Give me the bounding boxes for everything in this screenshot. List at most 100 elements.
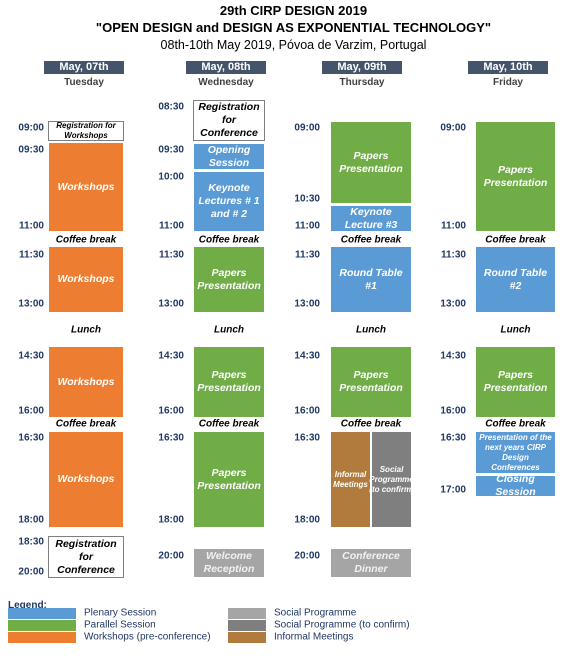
- legend-title: Legend:: [8, 600, 47, 611]
- dates: 08th-10th May 2019, Póvoa de Varzim, Por…: [160, 38, 427, 52]
- session: Papers Presentation: [475, 121, 556, 232]
- legend-swatch: [8, 620, 76, 631]
- break-label: Lunch: [214, 324, 244, 336]
- time-label: 11:30: [18, 249, 44, 261]
- day-weekday: Thursday: [339, 77, 385, 88]
- legend-swatch: [8, 608, 76, 619]
- day-date: May, 09th: [322, 61, 402, 74]
- break-label: Coffee break: [340, 418, 402, 430]
- subtitle: "OPEN DESIGN and DESIGN AS EXPONENTIAL T…: [95, 20, 492, 35]
- session: Opening Session: [193, 143, 265, 170]
- session: Workshops: [48, 142, 124, 232]
- time-label: 11:00: [18, 220, 44, 232]
- session: Papers Presentation: [193, 246, 265, 313]
- day-weekday: Friday: [492, 77, 523, 88]
- time-label: 18:00: [294, 514, 320, 526]
- time-label: 13:00: [440, 298, 466, 310]
- time-label: 16:00: [294, 405, 320, 417]
- break-label: Coffee break: [198, 234, 260, 246]
- break-label: Coffee break: [340, 234, 402, 246]
- time-label: 16:00: [158, 405, 184, 417]
- time-label: 16:00: [440, 405, 466, 417]
- time-label: 10:00: [158, 171, 184, 183]
- time-label: 11:30: [294, 249, 320, 261]
- time-label: 09:30: [158, 144, 184, 156]
- session: Workshops: [48, 431, 124, 528]
- time-label: 16:30: [18, 432, 44, 444]
- time-label: 13:00: [294, 298, 320, 310]
- time-label: 11:00: [158, 220, 184, 232]
- time-label: 16:30: [294, 432, 320, 444]
- time-label: 14:30: [158, 350, 184, 362]
- time-label: 14:30: [294, 350, 320, 362]
- time-label: 09:30: [18, 144, 44, 156]
- break-label: Lunch: [500, 324, 531, 336]
- time-label: 18:00: [158, 514, 184, 526]
- time-label: 18:00: [18, 514, 44, 526]
- time-label: 20:00: [158, 550, 184, 562]
- legend-label: Workshops (pre-conference): [84, 631, 211, 643]
- break-label: Lunch: [71, 324, 101, 336]
- session: Presentation of the next years CIRP Desi…: [475, 431, 556, 474]
- session: Welcome Reception: [193, 548, 265, 578]
- day-weekday: Tuesday: [64, 77, 104, 88]
- time-label: 18:30: [18, 536, 44, 548]
- time-label: 16:30: [440, 432, 466, 444]
- time-label: 20:00: [18, 566, 44, 578]
- time-label: 14:30: [18, 350, 44, 362]
- time-label: 08:30: [158, 101, 184, 113]
- time-label: 13:00: [158, 298, 184, 310]
- time-label: 09:00: [18, 122, 44, 134]
- time-label: 11:00: [294, 220, 320, 232]
- break-label: Coffee break: [485, 418, 546, 430]
- legend-label: Parallel Session: [84, 619, 156, 631]
- legend-label: Social Programme: [274, 607, 357, 619]
- break-label: Coffee break: [485, 234, 546, 246]
- break-label: Lunch: [356, 324, 386, 336]
- legend-label: Informal Meetings: [274, 631, 354, 643]
- day-date: May, 08th: [186, 61, 266, 74]
- day-date: May, 07th: [44, 61, 124, 74]
- session: Social Programme (to confirm): [369, 431, 414, 528]
- day-date: May, 10th: [468, 61, 548, 74]
- session: Papers Presentation: [193, 346, 265, 418]
- session: Registration for Conference: [193, 100, 265, 141]
- legend-swatch: [228, 632, 266, 643]
- session: Round Table #1: [330, 246, 412, 313]
- session: Papers Presentation: [330, 346, 412, 418]
- session: Informal Meetings: [330, 431, 371, 528]
- time-label: 13:00: [18, 298, 44, 310]
- legend-swatch: [228, 608, 266, 619]
- title: 29th CIRP DESIGN 2019: [219, 3, 368, 18]
- legend-swatch: [228, 620, 266, 631]
- legend-label: Plenary Session: [84, 607, 157, 619]
- time-label: 11:30: [440, 249, 466, 261]
- session: Registration for Conference: [48, 536, 124, 578]
- legend-swatch: [8, 632, 76, 643]
- session: Closing Session: [475, 473, 556, 498]
- time-label: 17:00: [440, 484, 466, 496]
- session: Workshops: [48, 346, 124, 418]
- time-label: 16:00: [18, 405, 44, 417]
- session: Papers Presentation: [330, 121, 412, 204]
- session: Round Table #2: [475, 246, 556, 313]
- time-label: 16:30: [158, 432, 184, 444]
- session: Keynote Lectures # 1 and # 2: [193, 171, 265, 232]
- legend-label: Social Programme (to confirm): [274, 619, 410, 631]
- session: Keynote Lecture #3: [330, 205, 412, 232]
- time-label: 14:30: [440, 350, 466, 362]
- time-label: 10:30: [294, 193, 320, 205]
- session: Workshops: [48, 246, 124, 313]
- break-label: Coffee break: [55, 418, 117, 430]
- time-label: 20:00: [294, 550, 320, 562]
- break-label: Coffee break: [55, 234, 117, 246]
- session: Papers Presentation: [193, 431, 265, 528]
- day-weekday: Wednesday: [198, 77, 254, 88]
- time-label: 09:00: [294, 122, 320, 134]
- session: Conference Dinner: [330, 548, 412, 578]
- time-label: 09:00: [440, 122, 466, 134]
- session: Papers Presentation: [475, 346, 556, 418]
- time-label: 11:00: [440, 220, 466, 232]
- time-label: 11:30: [158, 249, 184, 261]
